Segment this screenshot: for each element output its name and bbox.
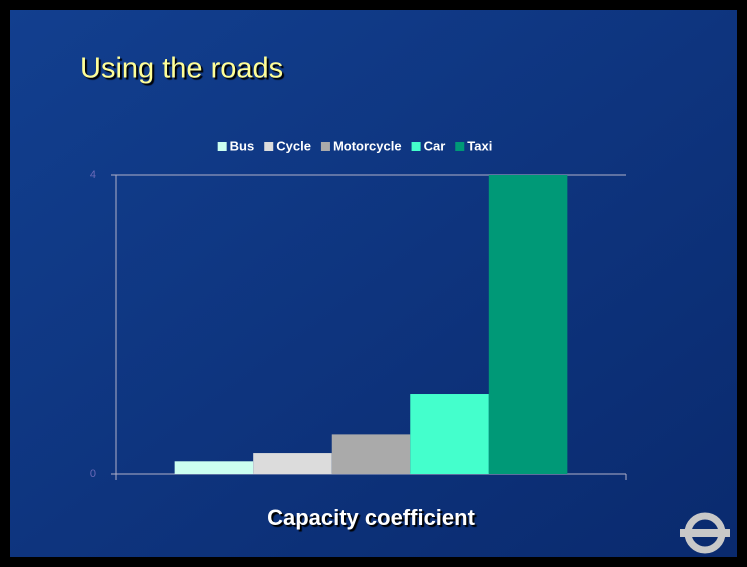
bar bbox=[174, 461, 254, 474]
legend-swatch bbox=[217, 142, 227, 151]
legend-swatch bbox=[455, 142, 465, 151]
legend-label: Motorcycle bbox=[333, 138, 402, 153]
roundel-logo bbox=[680, 512, 730, 554]
logo-bar bbox=[680, 529, 730, 537]
legend-swatch bbox=[411, 142, 421, 151]
legend-label: Car bbox=[424, 138, 446, 153]
slide-title: Using the roads bbox=[80, 53, 283, 85]
legend-label: Bus bbox=[230, 138, 255, 153]
legend-swatch bbox=[264, 142, 274, 151]
bar bbox=[488, 175, 568, 474]
y-tick-label: 0 bbox=[90, 468, 96, 480]
bar bbox=[410, 394, 489, 474]
legend-label: Cycle bbox=[276, 138, 311, 153]
legend-label: Taxi bbox=[467, 138, 492, 153]
y-tick-label: 4 bbox=[90, 169, 96, 181]
legend: Bus Cycle Motorcycle Car Taxi bbox=[217, 138, 492, 153]
x-tick-label: Capacity coefficient bbox=[267, 505, 476, 530]
bar bbox=[253, 453, 332, 474]
slide-background bbox=[10, 10, 737, 557]
bar bbox=[331, 434, 411, 474]
legend-swatch bbox=[320, 142, 330, 151]
